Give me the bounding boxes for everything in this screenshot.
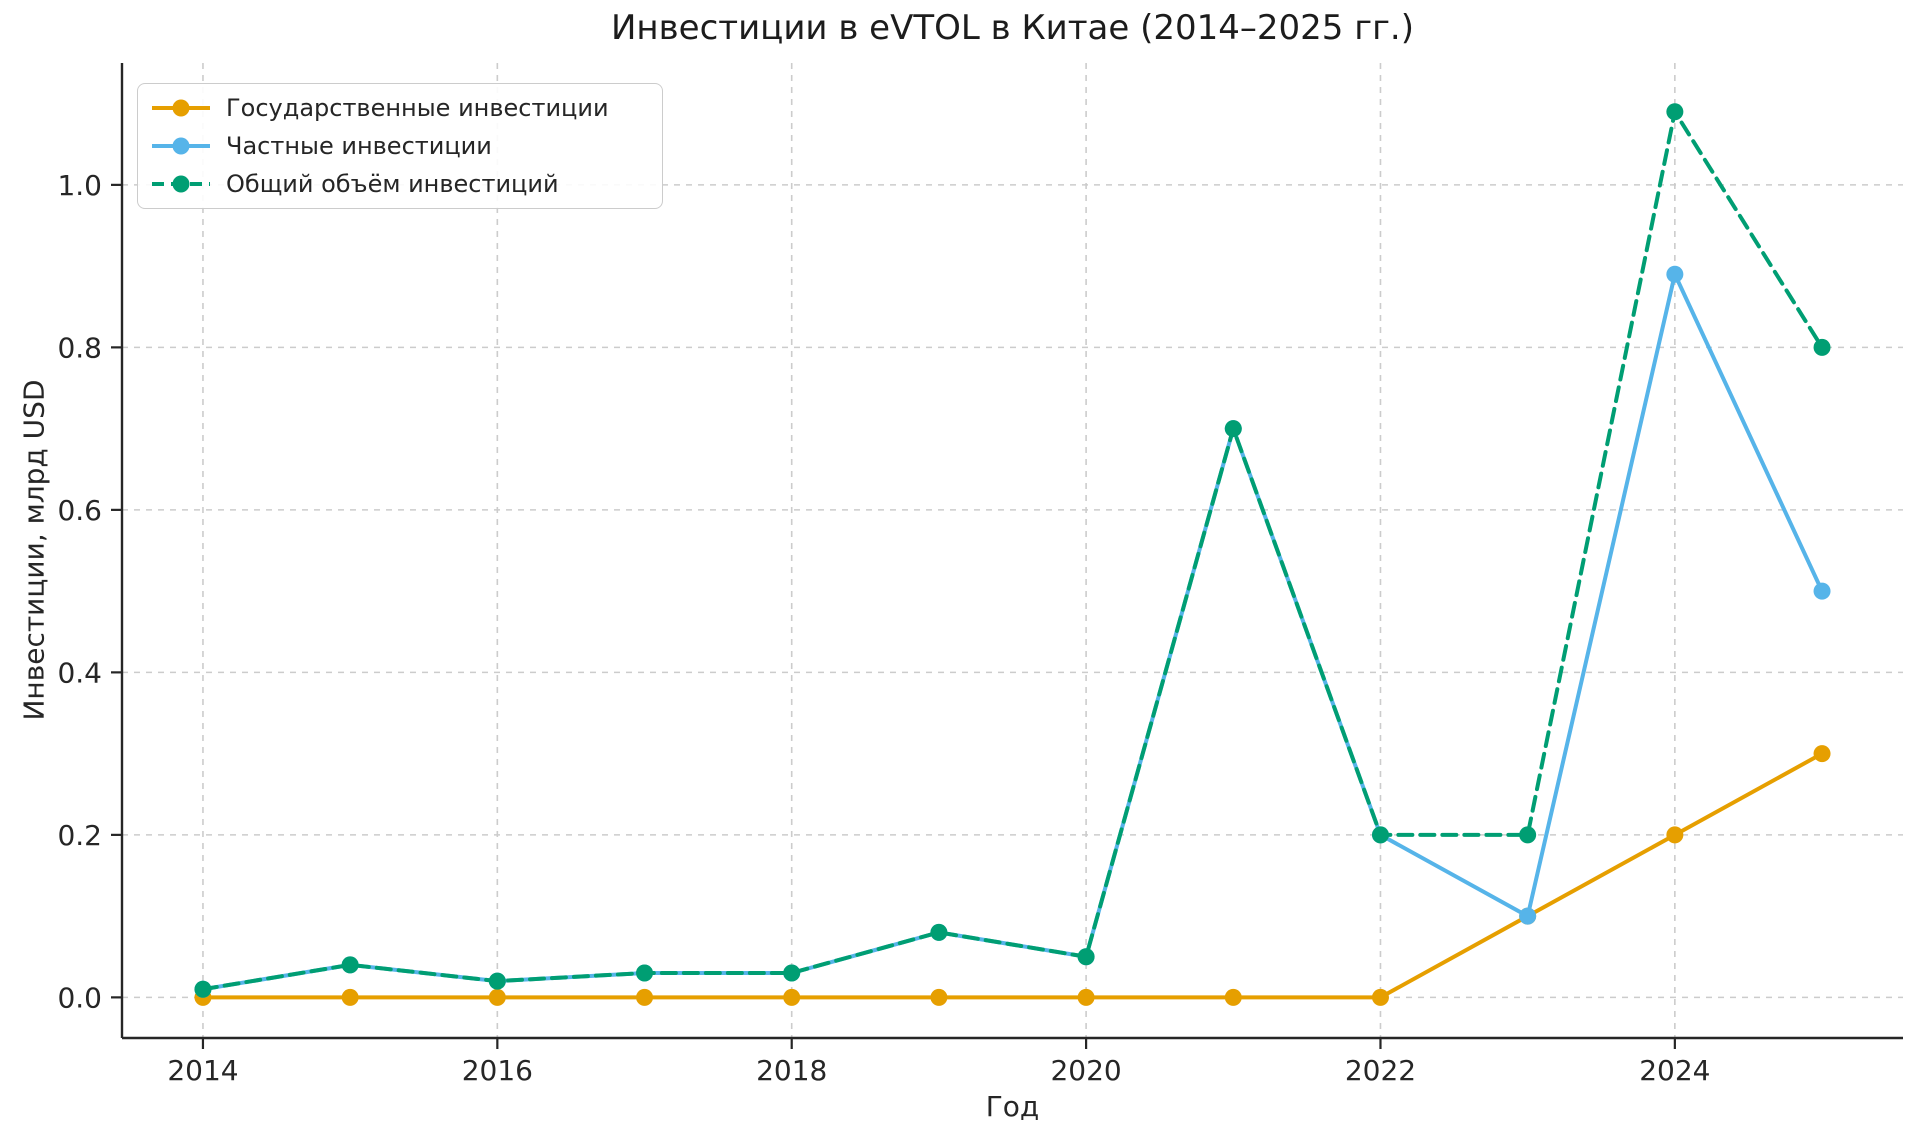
y-tick-label: 1.0 xyxy=(57,169,102,202)
legend-item-label: Государственные инвестиции xyxy=(226,94,609,122)
y-tick-label: 0.2 xyxy=(57,819,102,852)
legend-line-sample-icon xyxy=(152,175,210,193)
series-line-government xyxy=(200,751,1825,1000)
data-point-total xyxy=(194,980,212,998)
data-point-total xyxy=(1371,826,1389,844)
legend-marker-total xyxy=(172,175,190,193)
legend-box: Государственные инвестиции Частные инвес… xyxy=(137,83,663,209)
legend-marker-private xyxy=(172,137,190,155)
data-point-total xyxy=(1224,420,1242,438)
x-tick-label: 2024 xyxy=(1639,1054,1710,1087)
legend-item-total: Общий объём инвестиций xyxy=(150,165,652,203)
y-tick-label: 0.6 xyxy=(57,494,102,527)
data-point-private xyxy=(1813,582,1831,600)
data-point-government xyxy=(783,988,801,1006)
data-point-total xyxy=(1077,948,1095,966)
data-point-government xyxy=(930,988,948,1006)
data-point-government xyxy=(1666,826,1684,844)
data-point-government xyxy=(1371,988,1389,1006)
x-tick-label: 2022 xyxy=(1345,1054,1416,1087)
legend-line-sample-icon xyxy=(152,137,210,155)
series-line-total xyxy=(200,109,1825,992)
y-tick-label: 0.0 xyxy=(57,981,102,1014)
x-tick-label: 2014 xyxy=(167,1054,238,1087)
y-axis-label: Инвестиции, млрд USD xyxy=(17,379,51,721)
data-point-total xyxy=(1666,103,1684,121)
chart-title: Инвестиции в eVTOL в Китае (2014–2025 гг… xyxy=(610,8,1415,48)
data-point-government xyxy=(1813,745,1831,763)
legend-marker-government xyxy=(172,99,190,117)
x-axis-label: Год xyxy=(985,1090,1040,1123)
legend-item-government: Государственные инвестиции xyxy=(150,89,652,127)
data-point-total xyxy=(1519,826,1537,844)
x-tick-label: 2016 xyxy=(462,1054,533,1087)
data-point-total xyxy=(341,956,359,974)
x-tick-label: 2020 xyxy=(1050,1054,1121,1087)
data-point-private xyxy=(1666,265,1684,283)
legend-item-label: Общий объём инвестиций xyxy=(226,170,559,198)
legend-item-label: Частные инвестиции xyxy=(226,132,492,160)
data-point-government xyxy=(636,988,654,1006)
y-tick-label: 0.8 xyxy=(57,331,102,364)
data-point-private xyxy=(1519,907,1537,925)
data-point-total xyxy=(488,972,506,990)
series-line-private xyxy=(200,272,1825,992)
legend-line-sample-icon xyxy=(152,99,210,117)
legend-item-private: Частные инвестиции xyxy=(150,127,652,165)
data-point-total xyxy=(930,923,948,941)
data-point-total xyxy=(636,964,654,982)
data-point-government xyxy=(1077,988,1095,1006)
y-tick-label: 0.4 xyxy=(57,656,102,689)
data-point-total xyxy=(1813,338,1831,356)
x-tick-label: 2018 xyxy=(756,1054,827,1087)
data-point-government xyxy=(1224,988,1242,1006)
data-point-government xyxy=(488,988,506,1006)
data-point-total xyxy=(783,964,801,982)
data-point-government xyxy=(341,988,359,1006)
